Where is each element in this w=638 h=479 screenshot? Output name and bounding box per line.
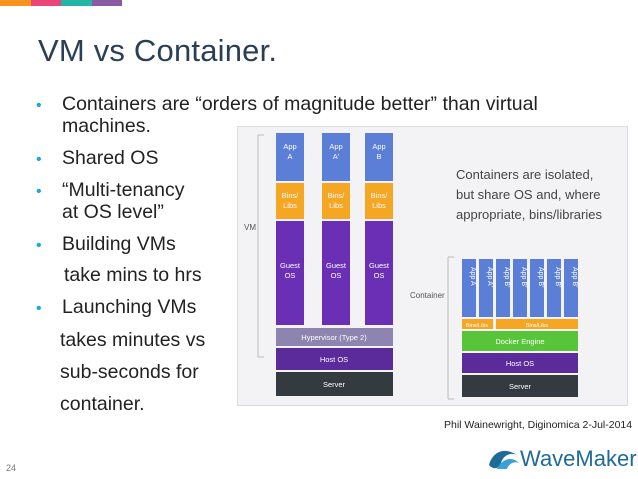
- docker-engine-label: Docker Engine: [495, 337, 544, 346]
- wavemaker-logo-icon: [489, 450, 519, 469]
- figure-credit: Phil Wainewright, Diginomica 2-Jul-2014: [444, 419, 633, 431]
- top-color-bar: [0, 0, 122, 6]
- vm-bins-block: [365, 183, 393, 219]
- color-bar-orange: [0, 0, 31, 6]
- docker-engine-layer: [462, 331, 578, 351]
- container-app-label: App A: [469, 267, 476, 286]
- container-app-block: [496, 259, 510, 317]
- bullet-text: Shared OS: [62, 147, 159, 169]
- vm-bins-block: [276, 183, 304, 219]
- hypervisor-label: Hypervisor (Type 2): [301, 333, 367, 342]
- bullet-text: Containers are “orders of magnitude bett…: [62, 93, 538, 115]
- bullet-dot-icon: •: [36, 151, 42, 168]
- bullet-text: “Multi-tenancy: [62, 179, 185, 201]
- bullet-dot-icon: •: [36, 183, 42, 200]
- vm-guest-label: OS: [374, 271, 385, 280]
- vm-container-diagram: VM App A Bins/ Libs Guest OS App A' Bins…: [237, 126, 628, 406]
- vm-app-label: App: [283, 142, 296, 151]
- vm-app-block: [276, 133, 304, 181]
- container-bins-block: [496, 319, 578, 329]
- host-os-layer: [276, 348, 393, 370]
- vm-guest-os-block: [322, 221, 350, 325]
- container-server-layer: [462, 375, 578, 397]
- container-bins-label: Bins/Libs: [526, 323, 549, 329]
- vm-bins-label: Bins/: [282, 191, 300, 200]
- vm-app-block: [365, 133, 393, 181]
- container-app-block: [513, 259, 527, 317]
- slide-title: VM vs Container.: [38, 33, 278, 68]
- bullet-text: Launching VMs: [62, 296, 197, 318]
- vm-app-label: A': [333, 152, 340, 161]
- color-bar-teal: [61, 0, 92, 6]
- container-host-os-label: Host OS: [506, 359, 534, 368]
- vm-guest-label: OS: [331, 271, 342, 280]
- bullet-continuation: take mins to hrs: [64, 264, 202, 286]
- container-app-label: App B': [520, 267, 527, 287]
- color-bar-purple: [91, 0, 122, 6]
- bullet-dot-icon: •: [36, 97, 42, 114]
- container-app-label: App A': [486, 267, 493, 287]
- container-app-label: App B': [554, 267, 561, 287]
- vm-bins-block: [322, 183, 350, 219]
- container-bins-block: [462, 319, 493, 329]
- vm-guest-label: Guest: [326, 261, 347, 270]
- container-apps: App A App A' App B' App B' App B' App B'…: [462, 259, 578, 317]
- container-bins-label: Bins/Libs: [466, 323, 489, 329]
- container-app-label: App B': [503, 267, 510, 287]
- vm-bins-label: Bins/: [371, 191, 389, 200]
- container-host-os-layer: [462, 353, 578, 373]
- bullet-text: Building VMs: [62, 233, 176, 255]
- container-app-label: App B': [571, 267, 578, 287]
- caption-line: appropriate, bins/libraries: [456, 207, 602, 222]
- vm-guest-label: Guest: [280, 261, 301, 270]
- bullet-continuation: sub-seconds for: [60, 361, 199, 383]
- bullet-dot-icon: •: [36, 237, 42, 254]
- vm-app-label: App: [372, 142, 385, 151]
- container-app-block: [547, 259, 561, 317]
- vm-app-label: A: [287, 152, 292, 161]
- vm-app-label: App: [329, 142, 342, 151]
- diagram-canvas: VM App A Bins/ Libs Guest OS App A' Bins…: [244, 133, 602, 400]
- container-app-block: [564, 259, 578, 317]
- vm-guest-label: Guest: [369, 261, 390, 270]
- logo-text: WaveMaker: [520, 446, 637, 471]
- bullet-continuation: takes minutes vs: [60, 329, 206, 351]
- vm-bins-label: Libs: [283, 201, 297, 210]
- color-bar-pink: [30, 0, 61, 6]
- vm-guest-os-block: [365, 221, 393, 325]
- vm-bins-label: Libs: [329, 201, 343, 210]
- vm-app-block: [322, 133, 350, 181]
- vm-bins-label: Libs: [372, 201, 386, 210]
- container-label: Container: [410, 291, 445, 300]
- server-layer: [276, 372, 393, 396]
- container-server-label: Server: [509, 382, 532, 391]
- caption-line: but share OS and, where: [456, 187, 601, 202]
- vm-label: VM: [244, 223, 256, 232]
- caption-line: Containers are isolated,: [456, 167, 593, 182]
- bullet-continuation: machines.: [62, 115, 151, 137]
- hypervisor-layer: [276, 328, 393, 346]
- container-app-label: App B': [537, 267, 544, 287]
- vm-bins-label: Bins/: [328, 191, 346, 200]
- server-label: Server: [323, 380, 346, 389]
- container-app-block: [479, 259, 493, 317]
- vm-guest-label: OS: [285, 271, 296, 280]
- vm-app-label: B: [376, 152, 381, 161]
- bullet-dot-icon: •: [36, 300, 42, 317]
- container-app-block: [462, 259, 476, 317]
- container-app-block: [530, 259, 544, 317]
- vm-guest-os-block: [276, 221, 304, 325]
- host-os-label: Host OS: [320, 355, 348, 364]
- bullet-continuation: at OS level”: [62, 201, 164, 223]
- page-number: 24: [6, 463, 17, 473]
- bullet-continuation: container.: [60, 393, 145, 415]
